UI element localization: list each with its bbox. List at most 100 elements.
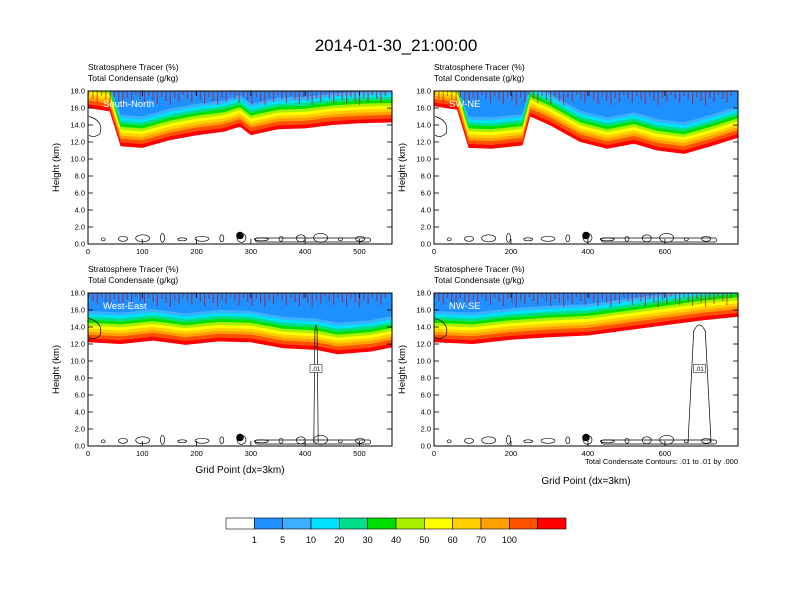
y-tick-label: 12.0: [70, 138, 85, 147]
colorbar-swatch: [480, 517, 510, 530]
x-axis-label: Grid Point (dx=3km): [195, 465, 284, 476]
tracer-streak: [229, 293, 232, 297]
tracer-streak: [294, 91, 296, 100]
y-tick-label: 14.0: [416, 121, 431, 130]
x-tick-label: 500: [353, 247, 366, 256]
tracer-streak: [679, 293, 681, 305]
tracer-streak: [455, 293, 457, 306]
tracer-streak: [571, 293, 573, 304]
tracer-streak: [380, 91, 382, 103]
tracer-streak: [627, 91, 629, 99]
x-tick-label: 100: [136, 449, 149, 458]
upper-contour: [88, 116, 102, 137]
tracer-streak: [143, 91, 146, 103]
plot-frame: [433, 90, 739, 245]
tracer-streak: [649, 293, 651, 299]
tracer-streak: [640, 91, 642, 100]
figure-title: 2014-01-30_21:00:00: [315, 36, 478, 55]
tracer-streak: [451, 91, 453, 100]
tracer-streak: [636, 293, 638, 298]
low-cloud-contour: [355, 437, 365, 444]
tracer-streak: [156, 91, 158, 104]
tracer-streak: [644, 293, 646, 306]
location-marker: [236, 231, 244, 240]
low-cloud-contour: [100, 237, 106, 242]
contour-label: .01: [695, 367, 704, 373]
location-marker: [582, 231, 590, 240]
tracer-streak: [717, 293, 719, 297]
tracer-streak: [640, 293, 642, 302]
low-cloud-contour: [624, 437, 630, 444]
tracer-streak: [324, 293, 326, 297]
tracer-streak: [730, 91, 732, 96]
tracer-band-11: [88, 293, 392, 323]
tracer-streak: [225, 91, 227, 102]
y-tick-label: 0.0: [421, 240, 431, 249]
y-tick-label: 8.0: [421, 374, 431, 383]
tracer-band-11: [434, 293, 672, 313]
tracer-streak: [92, 293, 94, 301]
y-tick-label: 8.0: [421, 172, 431, 181]
low-cloud-contour: [565, 234, 571, 243]
tracer-streak: [311, 91, 313, 105]
low-cloud-contour: [194, 437, 210, 444]
low-cloud-contour: [278, 235, 284, 242]
tracer-streak: [161, 293, 163, 299]
tracer-streak: [726, 293, 728, 305]
low-cloud-contour: [446, 237, 452, 242]
tracer-streak: [178, 293, 180, 304]
tracer-streak: [264, 293, 266, 307]
tracer-streak: [88, 91, 90, 95]
tracer-streak: [174, 293, 176, 300]
y-tick-label: 2.0: [421, 425, 431, 434]
tracer-streak: [644, 91, 646, 104]
tracer-streak: [204, 293, 206, 306]
x-tick-label: 100: [136, 247, 149, 256]
tracer-streak: [726, 91, 728, 103]
panel-label: South-North: [103, 99, 154, 110]
tracer-streak: [100, 293, 103, 298]
y-tick-label: 16.0: [70, 104, 85, 113]
tracer-streak: [623, 91, 625, 95]
tracer-streak: [139, 91, 141, 99]
tracer-streak: [704, 293, 707, 307]
tracer-streak: [524, 91, 526, 102]
tracer-streak: [182, 293, 184, 297]
tracer-streak: [113, 91, 115, 97]
y-tick-label: 6.0: [421, 391, 431, 400]
low-cloud-contour: [219, 436, 225, 445]
convective-column-contour: [687, 324, 712, 444]
tracer-streak: [593, 293, 595, 302]
y-tick-label: 18.0: [416, 289, 431, 298]
tracer-streak: [109, 293, 111, 306]
tracer-streak: [567, 91, 569, 98]
low-cloud-contour: [481, 436, 497, 445]
tracer-streak: [281, 91, 283, 99]
tracer-streak: [238, 91, 240, 103]
low-cloud-contour: [219, 234, 225, 243]
low-cloud-contour: [506, 232, 511, 243]
tracer-streak: [221, 293, 223, 300]
tracer-streak: [376, 293, 378, 301]
tracer-streak: [242, 293, 244, 298]
y-tick-label: 14.0: [416, 323, 431, 332]
x-tick-label: 300: [245, 449, 258, 458]
tracer-streak: [354, 293, 356, 303]
low-cloud-contour: [506, 434, 511, 445]
tracer-streak: [636, 91, 638, 96]
y-tick-label: 2.0: [75, 425, 85, 434]
tracer-streak: [679, 91, 681, 103]
y-tick-label: 10.0: [70, 357, 85, 366]
tracer-streak: [554, 293, 556, 299]
tracer-streak: [358, 91, 361, 105]
colorbar-label: 5: [280, 535, 285, 545]
tracer-streak: [485, 293, 487, 301]
tracer-streak: [234, 293, 236, 301]
tracer-streak: [152, 91, 154, 100]
x-tick-label: 200: [190, 247, 203, 256]
tracer-streak: [709, 91, 711, 98]
tracer-streak: [683, 91, 685, 96]
tracer-streak: [674, 91, 676, 99]
tracer-streak: [350, 293, 352, 299]
tracer-streak: [597, 91, 599, 104]
